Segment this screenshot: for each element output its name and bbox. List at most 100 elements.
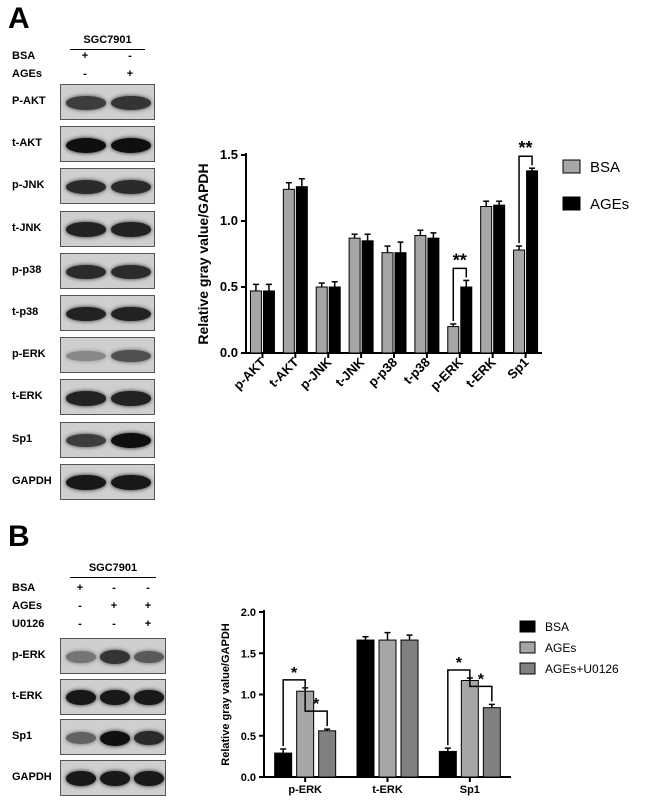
condition-mark: - bbox=[112, 618, 116, 630]
condition-mark: - bbox=[83, 68, 87, 80]
legend-swatch bbox=[519, 620, 536, 633]
legend-swatch bbox=[519, 662, 536, 675]
protein-band bbox=[66, 732, 96, 744]
protein-band bbox=[66, 433, 106, 448]
blot-image bbox=[60, 638, 166, 674]
y-tick-label: 1.5 bbox=[220, 147, 238, 162]
significance-label: ** bbox=[519, 138, 533, 158]
significance-bracket bbox=[452, 267, 468, 321]
y-axis-title: Relative gray value/GAPDH bbox=[195, 163, 211, 344]
blot-image bbox=[60, 759, 166, 796]
y-tick-label: 1.0 bbox=[220, 213, 238, 228]
significance-bracket bbox=[447, 669, 471, 746]
cell-line-underline bbox=[70, 577, 156, 578]
protein-band bbox=[111, 349, 151, 363]
significance-bracket bbox=[304, 684, 328, 727]
protein-band bbox=[100, 771, 130, 786]
protein-band bbox=[66, 96, 106, 110]
protein-band bbox=[66, 222, 106, 237]
condition-label: BSA bbox=[12, 582, 36, 594]
significance-label: * bbox=[456, 655, 463, 672]
x-tick-label: Sp1 bbox=[460, 784, 480, 796]
bar bbox=[274, 752, 293, 778]
blot-image bbox=[60, 252, 155, 289]
protein-band bbox=[111, 264, 151, 279]
bar bbox=[356, 639, 375, 778]
significance-label: * bbox=[478, 671, 485, 688]
protein-band bbox=[66, 137, 106, 153]
y-tick-label: 2.0 bbox=[241, 607, 256, 619]
blot-image bbox=[60, 678, 166, 715]
y-tick-label: 1.5 bbox=[241, 648, 256, 660]
blot-label: p-ERK bbox=[12, 649, 46, 661]
blot-label: t-p38 bbox=[12, 306, 39, 318]
blot-label: Sp1 bbox=[12, 432, 33, 445]
protein-band bbox=[66, 475, 106, 491]
protein-band bbox=[66, 690, 96, 705]
condition-mark: + bbox=[110, 600, 118, 612]
protein-band bbox=[134, 650, 164, 664]
protein-band bbox=[111, 306, 151, 322]
condition-label: BSA bbox=[12, 50, 36, 62]
protein-band bbox=[111, 391, 151, 406]
protein-band bbox=[66, 306, 106, 322]
condition-mark: + bbox=[81, 50, 89, 62]
protein-band bbox=[111, 222, 151, 237]
y-tick-label: 0.5 bbox=[220, 279, 238, 294]
blot-image bbox=[60, 168, 155, 205]
bar bbox=[318, 730, 337, 778]
protein-band bbox=[66, 180, 106, 195]
protein-band bbox=[66, 771, 96, 786]
protein-band bbox=[111, 475, 151, 491]
condition-mark: + bbox=[144, 618, 152, 630]
protein-band bbox=[134, 731, 164, 745]
protein-band bbox=[111, 180, 151, 195]
panel-a-letter: A bbox=[8, 2, 30, 35]
significance-bracket bbox=[282, 679, 306, 746]
blot-label: GAPDH bbox=[12, 474, 52, 487]
blot-label: t-JNK bbox=[12, 221, 42, 234]
condition-mark: + bbox=[144, 600, 152, 612]
protein-band bbox=[111, 137, 151, 153]
legend-label: BSA bbox=[545, 620, 569, 634]
panel-b-letter: B bbox=[8, 520, 30, 553]
bar bbox=[400, 639, 419, 778]
blot-image bbox=[60, 126, 155, 163]
protein-band bbox=[134, 690, 164, 705]
protein-band bbox=[100, 730, 130, 746]
blot-image bbox=[60, 421, 155, 458]
protein-band bbox=[66, 651, 96, 663]
protein-band bbox=[134, 771, 164, 786]
legend-label: AGEs+U0126 bbox=[545, 662, 619, 676]
blot-label: t-ERK bbox=[12, 689, 43, 702]
blot-label: t-AKT bbox=[12, 137, 42, 150]
blot-label: Sp1 bbox=[12, 730, 33, 742]
protein-band bbox=[111, 96, 151, 110]
significance-bracket bbox=[469, 675, 493, 702]
condition-mark: - bbox=[128, 50, 132, 62]
blot-image bbox=[60, 337, 155, 374]
legend-swatch bbox=[519, 641, 536, 654]
protein-band bbox=[100, 650, 130, 664]
significance-label: * bbox=[291, 665, 298, 682]
protein-band bbox=[100, 690, 130, 705]
legend-swatch bbox=[562, 159, 581, 174]
condition-label: AGEs bbox=[12, 68, 42, 80]
x-tick-label: p-ERK bbox=[288, 784, 322, 796]
blot-image bbox=[60, 719, 166, 755]
condition-mark: - bbox=[78, 618, 82, 630]
blot-label: p-ERK bbox=[12, 348, 46, 361]
blot-image bbox=[60, 463, 155, 500]
bar bbox=[482, 707, 501, 778]
blot-label: p-p38 bbox=[12, 263, 42, 276]
y-tick-label: 0.5 bbox=[241, 731, 256, 743]
cell-line-label: SGC7901 bbox=[88, 562, 138, 574]
x-tick-label: t-ERK bbox=[372, 784, 403, 796]
blot-label: t-ERK bbox=[12, 390, 43, 403]
protein-band bbox=[111, 433, 151, 449]
legend-label: AGEs bbox=[545, 641, 576, 655]
bar bbox=[460, 679, 479, 778]
condition-mark: - bbox=[78, 600, 82, 612]
